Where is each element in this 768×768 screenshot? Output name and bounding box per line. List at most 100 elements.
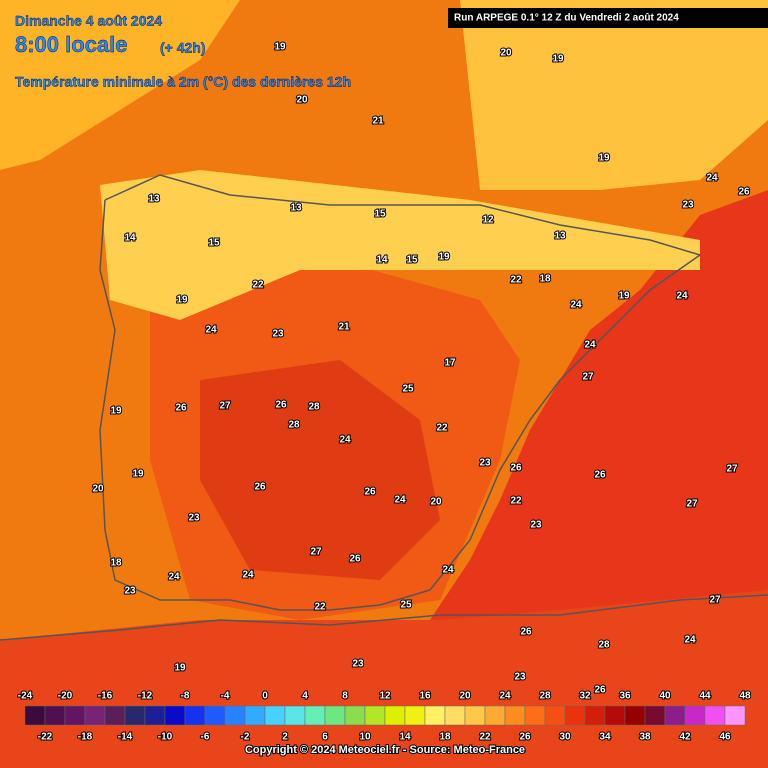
temperature-label: 26 — [520, 627, 532, 638]
temperature-label: 23 — [530, 520, 542, 531]
colorbar-tick-label: -22 — [38, 732, 53, 743]
temperature-label: 24 — [676, 291, 688, 302]
colorbar-tick-label: 32 — [579, 691, 591, 702]
colorbar-tick-label: 28 — [539, 691, 551, 702]
mediterranean — [430, 190, 768, 620]
temperature-label: 20 — [296, 95, 308, 106]
colorbar-tick-label: -8 — [181, 691, 190, 702]
colorbar-swatch — [504, 705, 526, 726]
colorbar-swatch — [364, 705, 386, 726]
colorbar-tick-label: 46 — [719, 732, 731, 743]
colorbar-tick-label: 4 — [302, 691, 308, 702]
colorbar-swatch — [624, 705, 646, 726]
temperature-label: 23 — [352, 659, 364, 670]
colorbar-swatch — [204, 705, 226, 726]
colorbar-tick-label: -16 — [98, 691, 113, 702]
temperature-label: 13 — [554, 231, 566, 242]
temperature-label: 18 — [110, 558, 122, 569]
temperature-label: 22 — [510, 496, 522, 507]
colorbar-tick-label: 10 — [359, 732, 371, 743]
temperature-label: 13 — [290, 203, 302, 214]
colorbar-swatch — [24, 705, 46, 726]
temperature-label: 24 — [168, 572, 180, 583]
atlantic-north — [0, 0, 240, 170]
colorbar-swatch — [384, 705, 406, 726]
temperature-label: 27 — [686, 499, 698, 510]
colorbar-swatch — [264, 705, 286, 726]
temperature-label: 24 — [339, 435, 351, 446]
temperature-label: 20 — [430, 497, 442, 508]
temperature-label: 27 — [582, 372, 594, 383]
colorbar-tick-label: 14 — [399, 732, 411, 743]
temperature-label: 24 — [584, 340, 596, 351]
temperature-label: 21 — [372, 116, 384, 127]
temperature-label: 22 — [436, 423, 448, 434]
temperature-label: 25 — [400, 600, 412, 611]
temperature-label: 15 — [208, 238, 220, 249]
temperature-label: 15 — [374, 209, 386, 220]
colorbar-swatch — [184, 705, 206, 726]
temperature-label: 28 — [308, 402, 320, 413]
temperature-label: 19 — [438, 252, 450, 263]
colorbar-swatch — [244, 705, 266, 726]
temperature-label: 24 — [684, 635, 696, 646]
temperature-label: 20 — [92, 484, 104, 495]
colorbar-swatch — [664, 705, 686, 726]
colorbar-tick-label: 42 — [679, 732, 691, 743]
temperature-label: 23 — [272, 329, 284, 340]
colorbar-swatch — [144, 705, 166, 726]
run-box — [448, 8, 768, 28]
coastline — [99, 199, 701, 611]
colorbar-tick-label: 20 — [459, 691, 471, 702]
colorbar-swatch — [684, 705, 706, 726]
temperature-label: 28 — [598, 640, 610, 651]
temperature-label: 26 — [594, 470, 606, 481]
parameter: Température minimale à 2m (°C) des derni… — [15, 74, 351, 90]
temperature-label: 23 — [124, 586, 136, 597]
colorbar-swatch — [704, 705, 726, 726]
colorbar-tick-label: 2 — [282, 732, 288, 743]
colorbar-swatch — [484, 705, 506, 726]
colorbar-tick-label: -20 — [58, 691, 73, 702]
colorbar-tick-label: -4 — [221, 691, 230, 702]
temperature-label: 19 — [110, 406, 122, 417]
colorbar-swatch — [284, 705, 306, 726]
temperature-label: 22 — [510, 275, 522, 286]
temperature-label: 19 — [618, 291, 630, 302]
temperature-label: 26 — [349, 554, 361, 565]
colorbar-swatch — [324, 705, 346, 726]
colorbar-swatch — [544, 705, 566, 726]
colorbar-tick-label: 40 — [659, 691, 671, 702]
colorbar-tick-label: -6 — [201, 732, 210, 743]
temperature-label: 19 — [552, 54, 564, 65]
colorbar-tick-label: 22 — [479, 732, 491, 743]
temperature-label: 19 — [174, 663, 186, 674]
temperature-label: 27 — [219, 401, 231, 412]
temperature-label: 24 — [442, 565, 454, 576]
colorbar-swatch — [344, 705, 366, 726]
colorbar-swatch — [564, 705, 586, 726]
colorbar-swatch — [124, 705, 146, 726]
north-spain-band — [100, 170, 700, 320]
colorbar-tick-label: 26 — [519, 732, 531, 743]
temperature-label: 22 — [252, 280, 264, 291]
colorbar-tick-label: -14 — [118, 732, 133, 743]
colorbar-tick-label: 30 — [559, 732, 571, 743]
temperature-label: 26 — [738, 187, 750, 198]
colorbar-swatch — [64, 705, 86, 726]
colorbar-tick-label: 48 — [739, 691, 751, 702]
temperature-label: 23 — [188, 513, 200, 524]
colorbar-tick-label: -12 — [138, 691, 153, 702]
colorbar-tick-label: 34 — [599, 732, 611, 743]
colorbar-tick-label: 38 — [639, 732, 651, 743]
temperature-label: 27 — [310, 547, 322, 558]
run-info: Run ARPEGE 0.1° 12 Z du Vendredi 2 août … — [454, 13, 679, 24]
temperature-label: 19 — [598, 153, 610, 164]
colorbar-tick-label: -10 — [158, 732, 173, 743]
colorbar-swatch — [464, 705, 486, 726]
temperature-label: 20 — [500, 48, 512, 59]
temperature-label: 19 — [274, 42, 286, 53]
temperature-label: 26 — [594, 685, 606, 696]
date: Dimanche 4 août 2024 — [15, 13, 162, 29]
